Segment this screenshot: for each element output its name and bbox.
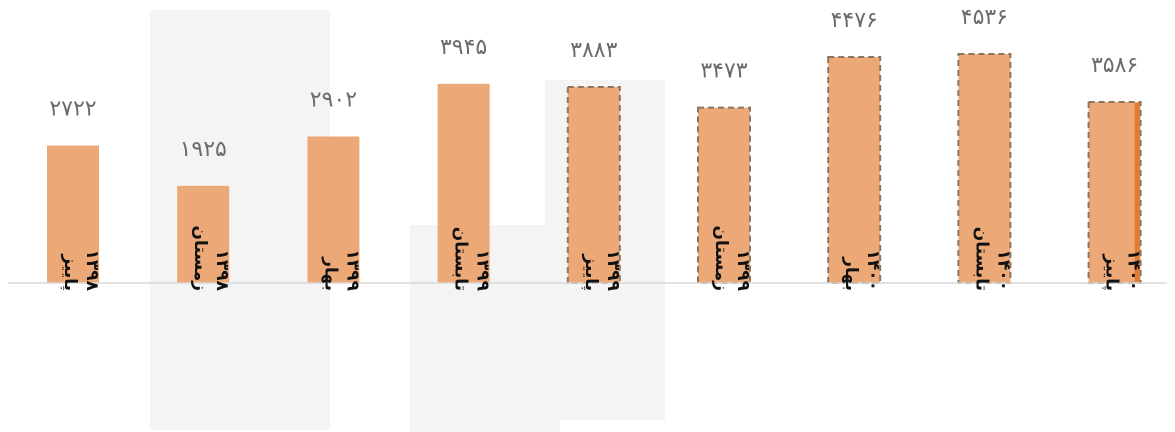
bars-group (47, 53, 1142, 285)
category-label: پاییز ۱۴۰۰ (1102, 249, 1144, 291)
bar (47, 145, 99, 283)
data-label: ۱۹۲۵ (180, 137, 227, 162)
data-label: ۳۹۴۵ (440, 35, 487, 60)
watermark-shapes (150, 10, 665, 432)
tick-label: بهار (841, 256, 861, 291)
value-labels-group: ۲۷۲۲ ۱۹۲۵ ۲۹۰۲ ۳۹۴۵ ۳۸۸۳ ۳۴۷۳ ۴۴۷۶ ۴۵۳۶ ۳۵۸۶ (49, 5, 1138, 162)
bar (1087, 100, 1142, 285)
bar (957, 53, 1012, 284)
data-label: ۲۹۰۲ (310, 87, 357, 112)
tick-label: ۱۳۹۹ (473, 249, 493, 291)
tick-label: ۱۴۰۰ (1124, 249, 1144, 291)
bar (307, 136, 360, 283)
data-label: ۴۴۷۶ (831, 8, 878, 33)
category-label: تابستان ۱۳۹۹ (451, 227, 493, 292)
tick-label: زمستان (190, 226, 210, 291)
category-label: زمستان ۱۳۹۸ (190, 226, 232, 292)
tick-label: ۱۳۹۹ (733, 249, 753, 291)
data-label: ۳۵۸۶ (1091, 53, 1138, 78)
category-label: بهار ۱۳۹۹ (320, 249, 362, 291)
data-label: ۳۴۷۳ (700, 59, 747, 84)
data-label: ۲۷۲۲ (49, 97, 96, 122)
category-label: تابستان ۱۴۰۰ (971, 227, 1013, 291)
tick-label: ۱۳۹۹ (603, 249, 623, 291)
tick-label: ۱۳۹۸ (212, 249, 232, 291)
tick-label: بهار (320, 256, 340, 291)
tick-label: ۱۳۹۸ (82, 249, 102, 291)
tick-label: تابستان (451, 227, 471, 291)
tick-label: ۱۴۰۰ (993, 249, 1013, 291)
category-label: زمستان ۱۳۹۹ (711, 226, 753, 292)
bar (437, 83, 490, 283)
tick-label: پاییز (60, 253, 80, 291)
data-label: ۳۸۸۳ (570, 38, 617, 63)
tick-label: ۱۳۹۹ (342, 249, 362, 291)
category-label: پاییز ۱۳۹۹ (581, 249, 623, 291)
tick-label: ۱۴۰۰ (863, 249, 883, 291)
tick-label: تابستان (971, 227, 991, 291)
category-label: پاییز ۱۳۹۸ (60, 249, 102, 291)
bar (177, 185, 230, 283)
category-label: بهار ۱۴۰۰ (841, 249, 883, 291)
bar (827, 56, 882, 285)
bar-edge-highlight (1134, 102, 1140, 284)
tick-label: پاییز (1102, 253, 1122, 291)
data-label: ۴۵۳۶ (961, 5, 1008, 30)
tick-label: زمستان (711, 226, 731, 291)
tick-label: پاییز (581, 253, 601, 291)
watermark-block (150, 10, 330, 430)
category-labels-group: پاییز ۱۳۹۸ زمستان ۱۳۹۸ بهار ۱۳۹۹ تابستان ۱۳۹۹ پا… (60, 226, 1144, 292)
